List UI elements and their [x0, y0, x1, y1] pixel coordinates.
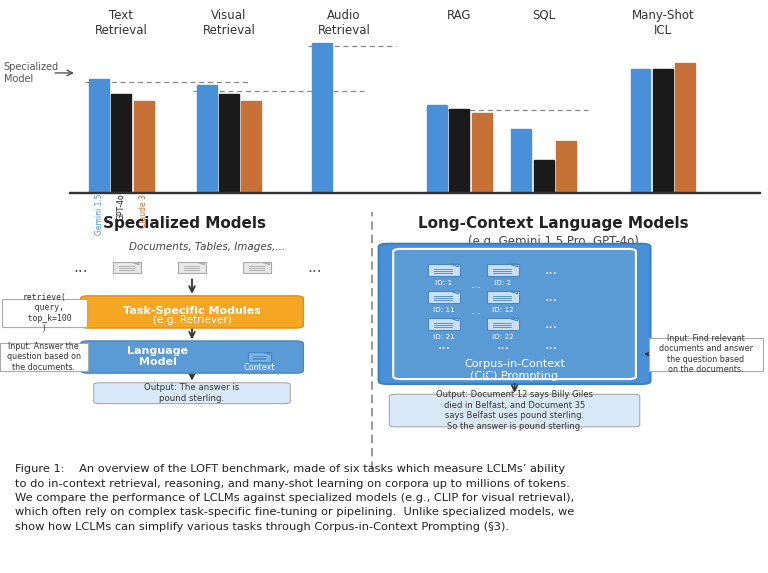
Text: ...: ...	[471, 280, 482, 290]
Text: ...: ...	[496, 338, 510, 352]
FancyBboxPatch shape	[649, 337, 763, 371]
FancyBboxPatch shape	[428, 264, 460, 276]
Bar	[241, 101, 261, 191]
Text: ...: ...	[471, 307, 482, 316]
Bar	[511, 129, 531, 191]
Text: Gemini 1.5: Gemini 1.5	[94, 194, 104, 236]
Bar	[197, 85, 217, 191]
FancyBboxPatch shape	[379, 244, 650, 384]
Text: ID: 21: ID: 21	[433, 334, 455, 340]
Bar	[89, 79, 109, 191]
FancyBboxPatch shape	[248, 352, 271, 362]
Bar	[111, 95, 131, 191]
Text: (e.g. Retriever): (e.g. Retriever)	[153, 315, 231, 325]
Text: Context: Context	[243, 363, 276, 372]
Bar	[312, 42, 332, 191]
Text: GPT-4o: GPT-4o	[117, 194, 126, 221]
Text: Specialized Models: Specialized Models	[103, 216, 266, 231]
Text: ID: 12: ID: 12	[492, 307, 514, 313]
FancyBboxPatch shape	[393, 249, 636, 379]
Polygon shape	[451, 319, 458, 321]
Text: Long-Context Language Models: Long-Context Language Models	[418, 216, 688, 231]
Text: ID: 11: ID: 11	[433, 307, 455, 313]
FancyBboxPatch shape	[178, 262, 206, 273]
Text: Documents, Tables, Images,...: Documents, Tables, Images,...	[129, 242, 286, 252]
Bar	[556, 142, 576, 191]
Text: ...: ...	[437, 338, 451, 352]
Text: Output: Document 12 says Billy Giles
died in Belfast, and Document 35
says Belfa: Output: Document 12 says Billy Giles die…	[436, 390, 593, 431]
Text: Output: The answer is
pound sterling.: Output: The answer is pound sterling.	[144, 383, 240, 403]
Polygon shape	[510, 291, 518, 294]
Text: ...: ...	[545, 317, 558, 331]
Polygon shape	[198, 262, 204, 265]
Bar	[631, 69, 650, 191]
Text: ...: ...	[545, 338, 558, 352]
Bar	[653, 69, 673, 191]
Text: Figure 1:    An overview of the LOFT benchmark, made of six tasks which measure : Figure 1: An overview of the LOFT benchm…	[15, 464, 574, 532]
Bar	[449, 108, 469, 191]
Polygon shape	[510, 264, 518, 267]
Bar	[472, 113, 492, 191]
Text: Audio
Retrieval: Audio Retrieval	[318, 9, 370, 37]
Text: Corpus-in-Context
(CiC) Prompting: Corpus-in-Context (CiC) Prompting	[464, 359, 565, 380]
Text: SQL: SQL	[532, 9, 555, 22]
Text: ID: 1: ID: 1	[435, 280, 452, 286]
Text: Specialized
Model: Specialized Model	[4, 62, 59, 84]
FancyBboxPatch shape	[389, 394, 640, 427]
Bar	[219, 95, 239, 191]
Text: Many-Shot
ICL: Many-Shot ICL	[631, 9, 694, 37]
FancyBboxPatch shape	[487, 264, 519, 276]
Polygon shape	[510, 319, 518, 321]
Bar	[134, 101, 154, 191]
Text: ...: ...	[545, 263, 558, 277]
Polygon shape	[264, 353, 270, 355]
Bar	[69, 191, 760, 193]
FancyBboxPatch shape	[428, 318, 460, 331]
FancyBboxPatch shape	[428, 291, 460, 304]
Bar	[534, 160, 554, 191]
FancyBboxPatch shape	[94, 383, 290, 403]
Text: ...: ...	[73, 260, 88, 275]
Text: Text
Retrieval: Text Retrieval	[95, 9, 147, 37]
Text: Visual
Retrieval: Visual Retrieval	[203, 9, 255, 37]
FancyBboxPatch shape	[243, 262, 271, 273]
Polygon shape	[451, 291, 458, 294]
Text: RAG: RAG	[447, 9, 472, 22]
Text: ID: 22: ID: 22	[492, 334, 514, 340]
Polygon shape	[133, 262, 139, 265]
FancyBboxPatch shape	[113, 262, 141, 273]
Text: retrieve(
  query,
  top_k=100
): retrieve( query, top_k=100 )	[18, 293, 71, 333]
Polygon shape	[451, 264, 458, 267]
Polygon shape	[263, 262, 270, 265]
Text: (e.g. Gemini 1.5 Pro, GPT-4o): (e.g. Gemini 1.5 Pro, GPT-4o)	[468, 235, 638, 248]
Text: ...: ...	[307, 260, 323, 275]
Text: ...: ...	[545, 290, 558, 304]
FancyBboxPatch shape	[81, 341, 303, 373]
FancyBboxPatch shape	[81, 296, 303, 328]
Text: Claude 3: Claude 3	[139, 194, 148, 227]
Bar	[675, 63, 695, 191]
Text: Input: Answer the
question based on
the documents.: Input: Answer the question based on the …	[7, 342, 81, 372]
Text: Task-Specific Modules: Task-Specific Modules	[123, 305, 261, 316]
Text: Input: Find relevant
documents and answer
the question based
on the documents.: Input: Find relevant documents and answe…	[659, 334, 753, 374]
FancyBboxPatch shape	[0, 343, 88, 371]
FancyBboxPatch shape	[487, 318, 519, 331]
Bar	[427, 105, 447, 191]
Text: Language
Model: Language Model	[127, 346, 188, 367]
FancyBboxPatch shape	[2, 299, 87, 327]
FancyBboxPatch shape	[487, 291, 519, 304]
Text: ID: 2: ID: 2	[495, 280, 511, 286]
